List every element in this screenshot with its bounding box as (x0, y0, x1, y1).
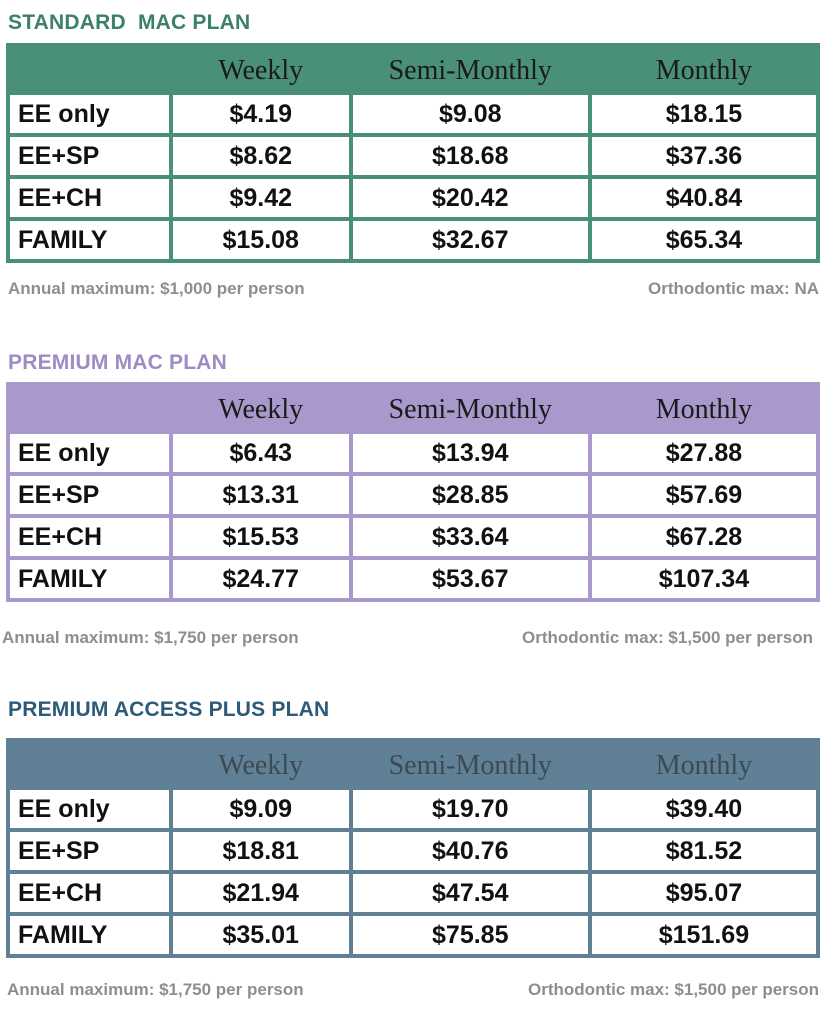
tier-label: EE only (10, 95, 169, 133)
tier-label: EE only (10, 434, 169, 472)
header-weekly: Weekly (218, 55, 304, 86)
table-row: EE+CH $15.53 $33.64 $67.28 (10, 518, 816, 556)
semi-monthly-cost: $53.67 (352, 560, 588, 598)
monthly-cost: $67.28 (591, 518, 816, 556)
header-row: Weekly Semi-Monthly Monthly (10, 742, 816, 786)
table-row: EE+CH $21.94 $47.54 $95.07 (10, 874, 816, 912)
monthly-cost: $37.36 (591, 137, 816, 175)
weekly-cost: $15.53 (172, 518, 349, 556)
header-blank-cell (10, 386, 169, 430)
header-blank-cell (10, 47, 169, 91)
tier-label: EE+SP (10, 476, 169, 514)
premium-access-plus-plan-title: PREMIUM ACCESS PLUS PLAN (8, 698, 330, 721)
tier-label: EE+CH (10, 179, 169, 217)
table-row: EE+CH $9.42 $20.42 $40.84 (10, 179, 816, 217)
header-row: Weekly Semi-Monthly Monthly (10, 386, 816, 430)
table-row: EE+SP $13.31 $28.85 $57.69 (10, 476, 816, 514)
table-row: EE only $6.43 $13.94 $27.88 (10, 434, 816, 472)
monthly-cost: $107.34 (591, 560, 816, 598)
semi-monthly-cost: $13.94 (352, 434, 588, 472)
semi-monthly-cost: $40.76 (352, 832, 588, 870)
monthly-cost: $57.69 (591, 476, 816, 514)
header-weekly: Weekly (218, 394, 304, 425)
semi-monthly-cost: $19.70 (352, 790, 588, 828)
semi-monthly-cost: $28.85 (352, 476, 588, 514)
table-row: EE only $9.09 $19.70 $39.40 (10, 790, 816, 828)
annual-maximum-note: Annual maximum: $1,000 per person (8, 279, 305, 298)
table-row: FAMILY $35.01 $75.85 $151.69 (10, 916, 816, 954)
standard-mac-plan-table: Weekly Semi-Monthly Monthly EE only $4.1… (6, 43, 820, 263)
weekly-cost: $18.81 (172, 832, 349, 870)
weekly-cost: $15.08 (172, 221, 349, 259)
monthly-cost: $27.88 (591, 434, 816, 472)
orthodontic-max-note: Orthodontic max: $1,500 per person (528, 980, 819, 999)
tier-label: EE+CH (10, 518, 169, 556)
weekly-cost: $35.01 (172, 916, 349, 954)
table-row: FAMILY $24.77 $53.67 $107.34 (10, 560, 816, 598)
monthly-cost: $95.07 (591, 874, 816, 912)
table-row: EE only $4.19 $9.08 $18.15 (10, 95, 816, 133)
tier-label: EE+CH (10, 874, 169, 912)
monthly-cost: $18.15 (591, 95, 816, 133)
table-row: FAMILY $15.08 $32.67 $65.34 (10, 221, 816, 259)
weekly-cost: $8.62 (172, 137, 349, 175)
weekly-cost: $6.43 (172, 434, 349, 472)
weekly-cost: $9.09 (172, 790, 349, 828)
monthly-cost: $81.52 (591, 832, 816, 870)
header-semi-monthly: Semi-Monthly (388, 394, 552, 425)
semi-monthly-cost: $47.54 (352, 874, 588, 912)
header-blank-cell (10, 742, 169, 786)
header-semi-monthly: Semi-Monthly (388, 55, 552, 86)
semi-monthly-cost: $33.64 (352, 518, 588, 556)
table-row: EE+SP $18.81 $40.76 $81.52 (10, 832, 816, 870)
semi-monthly-cost: $9.08 (352, 95, 588, 133)
header-monthly: Monthly (655, 750, 753, 781)
header-row: Weekly Semi-Monthly Monthly (10, 47, 816, 91)
monthly-cost: $151.69 (591, 916, 816, 954)
table-row: EE+SP $8.62 $18.68 $37.36 (10, 137, 816, 175)
annual-maximum-note: Annual maximum: $1,750 per person (2, 628, 299, 647)
premium-mac-plan-title: PREMIUM MAC PLAN (8, 351, 228, 374)
tier-label: FAMILY (10, 916, 169, 954)
annual-maximum-note: Annual maximum: $1,750 per person (7, 980, 304, 999)
tier-label: FAMILY (10, 560, 169, 598)
tier-label: EE+SP (10, 137, 169, 175)
orthodontic-max-note: Orthodontic max: $1,500 per person (522, 628, 813, 647)
header-weekly: Weekly (218, 750, 304, 781)
standard-mac-plan-title: STANDARD MAC PLAN (8, 11, 251, 34)
tier-label: EE+SP (10, 832, 169, 870)
weekly-cost: $24.77 (172, 560, 349, 598)
semi-monthly-cost: $75.85 (352, 916, 588, 954)
header-monthly: Monthly (655, 55, 753, 86)
orthodontic-max-note: Orthodontic max: NA (648, 279, 819, 298)
semi-monthly-cost: $32.67 (352, 221, 588, 259)
header-semi-monthly: Semi-Monthly (388, 750, 552, 781)
monthly-cost: $39.40 (591, 790, 816, 828)
monthly-cost: $40.84 (591, 179, 816, 217)
weekly-cost: $4.19 (172, 95, 349, 133)
semi-monthly-cost: $20.42 (352, 179, 588, 217)
header-monthly: Monthly (655, 394, 753, 425)
premium-access-plus-plan-table: Weekly Semi-Monthly Monthly EE only $9.0… (6, 738, 820, 958)
weekly-cost: $13.31 (172, 476, 349, 514)
weekly-cost: $9.42 (172, 179, 349, 217)
semi-monthly-cost: $18.68 (352, 137, 588, 175)
weekly-cost: $21.94 (172, 874, 349, 912)
premium-mac-plan-table: Weekly Semi-Monthly Monthly EE only $6.4… (6, 382, 820, 602)
tier-label: EE only (10, 790, 169, 828)
monthly-cost: $65.34 (591, 221, 816, 259)
tier-label: FAMILY (10, 221, 169, 259)
